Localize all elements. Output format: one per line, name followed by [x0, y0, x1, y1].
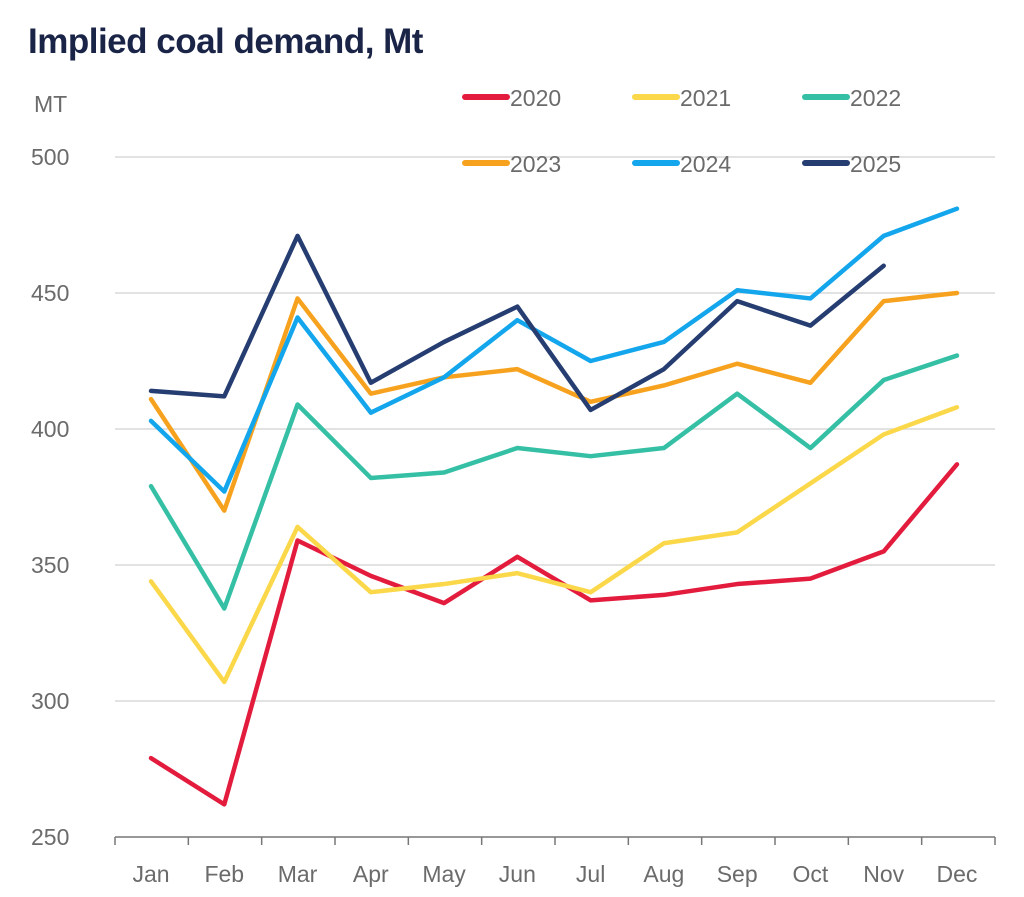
legend-label-2021: 2021	[680, 85, 731, 111]
y-tick-label: 450	[31, 280, 69, 306]
chart-title: Implied coal demand, Mt	[28, 22, 423, 61]
y-tick-label: 300	[31, 688, 69, 714]
x-tick-label: Dec	[937, 861, 978, 887]
x-tick-label: Feb	[204, 861, 244, 887]
x-tick-label: Mar	[278, 861, 318, 887]
series-line-2024	[148, 206, 960, 494]
series-line-2022	[148, 353, 960, 611]
x-tick-label: Oct	[793, 861, 829, 887]
series-line-2021	[148, 404, 960, 685]
legend-label-2022: 2022	[850, 85, 901, 111]
x-tick-label: Aug	[643, 861, 684, 887]
y-tick-label: 350	[31, 552, 69, 578]
y-axis-label: MT	[34, 91, 67, 117]
series-line-2020	[148, 462, 960, 807]
legend-label-2024: 2024	[680, 151, 731, 177]
x-tick-label: Nov	[863, 861, 904, 887]
y-tick-label: 250	[31, 824, 69, 850]
x-tick-label: Sep	[717, 861, 758, 887]
y-tick-label: 500	[31, 144, 69, 170]
x-tick-label: Jun	[499, 861, 536, 887]
legend-label-2020: 2020	[510, 85, 561, 111]
legend-label-2023: 2023	[510, 151, 561, 177]
series-line-2023	[148, 290, 960, 513]
x-tick-label: Jul	[576, 861, 605, 887]
y-tick-label: 400	[31, 416, 69, 442]
x-tick-label: Apr	[353, 861, 389, 887]
series-line-2025	[148, 233, 886, 413]
x-tick-label: May	[422, 861, 466, 887]
legend-label-2025: 2025	[850, 151, 901, 177]
x-tick-label: Jan	[132, 861, 169, 887]
